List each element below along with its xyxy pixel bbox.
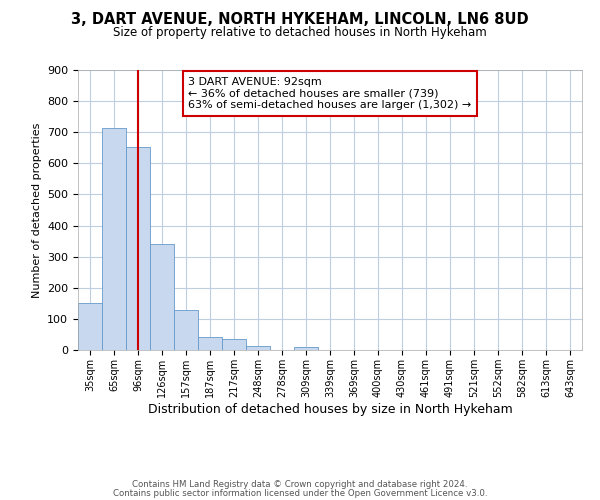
Bar [174,310,198,350]
Text: 3, DART AVENUE, NORTH HYKEHAM, LINCOLN, LN6 8UD: 3, DART AVENUE, NORTH HYKEHAM, LINCOLN, … [71,12,529,28]
Bar [78,302,102,350]
Text: Size of property relative to detached houses in North Hykeham: Size of property relative to detached ho… [113,26,487,39]
Y-axis label: Number of detached properties: Number of detached properties [32,122,41,298]
Bar [126,147,150,350]
Text: Contains public sector information licensed under the Open Government Licence v3: Contains public sector information licen… [113,488,487,498]
Bar [150,244,174,350]
Bar [222,339,246,350]
Text: Contains HM Land Registry data © Crown copyright and database right 2024.: Contains HM Land Registry data © Crown c… [132,480,468,489]
Bar [198,336,222,350]
Bar [294,347,318,350]
X-axis label: Distribution of detached houses by size in North Hykeham: Distribution of detached houses by size … [148,402,512,415]
Bar [246,346,270,350]
Bar [102,128,126,350]
Text: 3 DART AVENUE: 92sqm
← 36% of detached houses are smaller (739)
63% of semi-deta: 3 DART AVENUE: 92sqm ← 36% of detached h… [188,77,472,110]
